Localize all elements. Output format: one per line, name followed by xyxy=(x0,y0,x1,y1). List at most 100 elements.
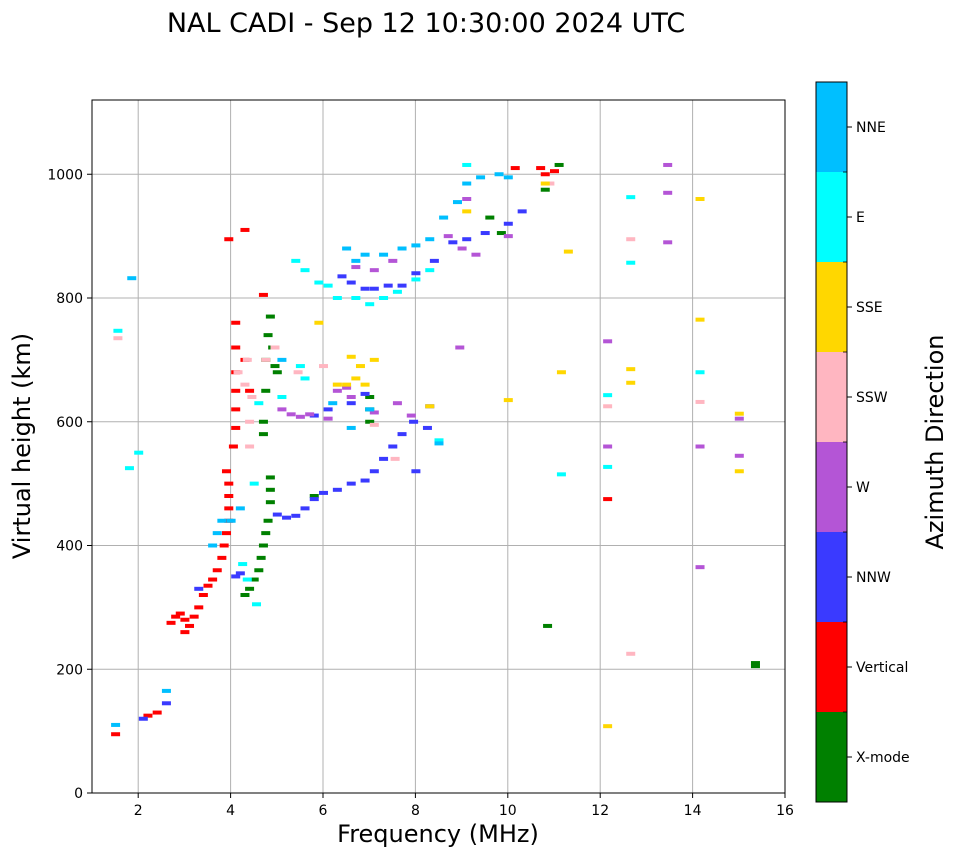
data-point xyxy=(397,246,407,251)
data-point xyxy=(219,543,229,548)
data-point xyxy=(351,376,361,381)
data-point xyxy=(314,280,324,285)
data-point xyxy=(409,419,419,424)
data-point xyxy=(626,237,636,242)
data-point xyxy=(231,388,241,393)
data-point xyxy=(540,187,550,192)
data-point xyxy=(342,382,352,387)
y-tick-label: 1000 xyxy=(47,167,83,183)
y-tick-label: 400 xyxy=(56,539,83,555)
y-axis-label: Virtual height (km) xyxy=(8,333,36,559)
data-point xyxy=(224,506,234,511)
data-point xyxy=(360,252,370,257)
data-point xyxy=(462,237,472,242)
data-point xyxy=(261,388,271,393)
data-point xyxy=(369,469,379,474)
data-point xyxy=(355,364,365,369)
data-point xyxy=(411,469,421,474)
data-point xyxy=(261,531,271,536)
data-point xyxy=(543,623,553,628)
data-point xyxy=(383,283,393,288)
x-tick-label: 12 xyxy=(591,803,609,819)
x-tick-label: 14 xyxy=(684,803,702,819)
data-point xyxy=(240,593,250,597)
data-point xyxy=(212,531,222,536)
colorbar-tick-label: NNE xyxy=(856,120,886,136)
data-point xyxy=(231,574,241,579)
data-point xyxy=(166,620,176,625)
data-point xyxy=(425,268,435,273)
data-point xyxy=(127,276,137,281)
colorbar-swatch xyxy=(816,622,847,712)
data-point xyxy=(224,494,234,498)
data-point xyxy=(603,497,613,502)
data-point xyxy=(263,518,273,523)
data-point xyxy=(332,487,342,492)
data-point xyxy=(448,240,458,245)
data-point xyxy=(134,450,144,455)
x-axis-label: Frequency (MHz) xyxy=(337,820,539,848)
data-point xyxy=(392,401,402,406)
data-point xyxy=(295,414,305,419)
data-point xyxy=(452,200,462,205)
colorbar-swatch xyxy=(816,172,847,262)
data-point xyxy=(305,412,315,417)
data-point xyxy=(369,410,379,415)
data-point xyxy=(369,268,379,273)
data-point xyxy=(263,333,273,338)
data-point xyxy=(323,407,333,412)
data-point xyxy=(351,265,361,270)
data-point xyxy=(480,231,490,236)
data-point xyxy=(455,345,465,350)
data-point xyxy=(603,444,613,449)
data-point xyxy=(245,586,255,591)
data-point xyxy=(351,258,361,263)
x-tick-label: 2 xyxy=(134,803,143,819)
data-point xyxy=(439,215,449,220)
data-point xyxy=(265,314,275,319)
data-point xyxy=(323,416,333,421)
data-point xyxy=(180,617,190,622)
data-point xyxy=(277,395,287,399)
data-point xyxy=(258,419,268,424)
data-point xyxy=(272,370,282,375)
data-point xyxy=(198,593,208,597)
data-point xyxy=(365,419,375,424)
data-point xyxy=(235,506,245,511)
data-point xyxy=(360,286,370,291)
data-point xyxy=(111,732,121,737)
data-point xyxy=(434,438,444,443)
data-point xyxy=(379,456,389,461)
data-point xyxy=(663,190,673,195)
data-point xyxy=(295,364,305,369)
data-point xyxy=(224,481,234,486)
data-point xyxy=(221,531,231,536)
data-point xyxy=(143,713,153,718)
data-point xyxy=(695,444,705,449)
data-point xyxy=(485,215,495,220)
data-point xyxy=(695,317,705,322)
colorbar-swatch xyxy=(816,352,847,442)
data-point xyxy=(300,506,310,511)
data-points xyxy=(111,162,760,737)
colorbar-tick-label: E xyxy=(856,210,865,226)
data-point xyxy=(342,246,352,251)
y-axis-ticks: 0 200 400 600 800 1000 xyxy=(47,167,92,802)
colorbar-tick-label: SSW xyxy=(856,390,888,406)
data-point xyxy=(603,404,613,409)
data-point xyxy=(462,181,472,186)
x-tick-label: 4 xyxy=(226,803,235,819)
x-axis-ticks: 2 4 6 8 10 12 14 16 xyxy=(134,793,794,819)
data-point xyxy=(332,382,342,387)
data-point xyxy=(319,364,328,369)
data-point xyxy=(429,258,439,263)
data-point xyxy=(476,175,486,180)
data-point xyxy=(603,339,613,344)
data-point xyxy=(663,162,673,167)
data-point xyxy=(293,370,303,375)
x-tick-label: 8 xyxy=(411,803,420,819)
data-point xyxy=(365,395,375,399)
data-point xyxy=(563,249,573,254)
colorbar-swatch xyxy=(816,532,847,622)
data-point xyxy=(471,252,481,257)
